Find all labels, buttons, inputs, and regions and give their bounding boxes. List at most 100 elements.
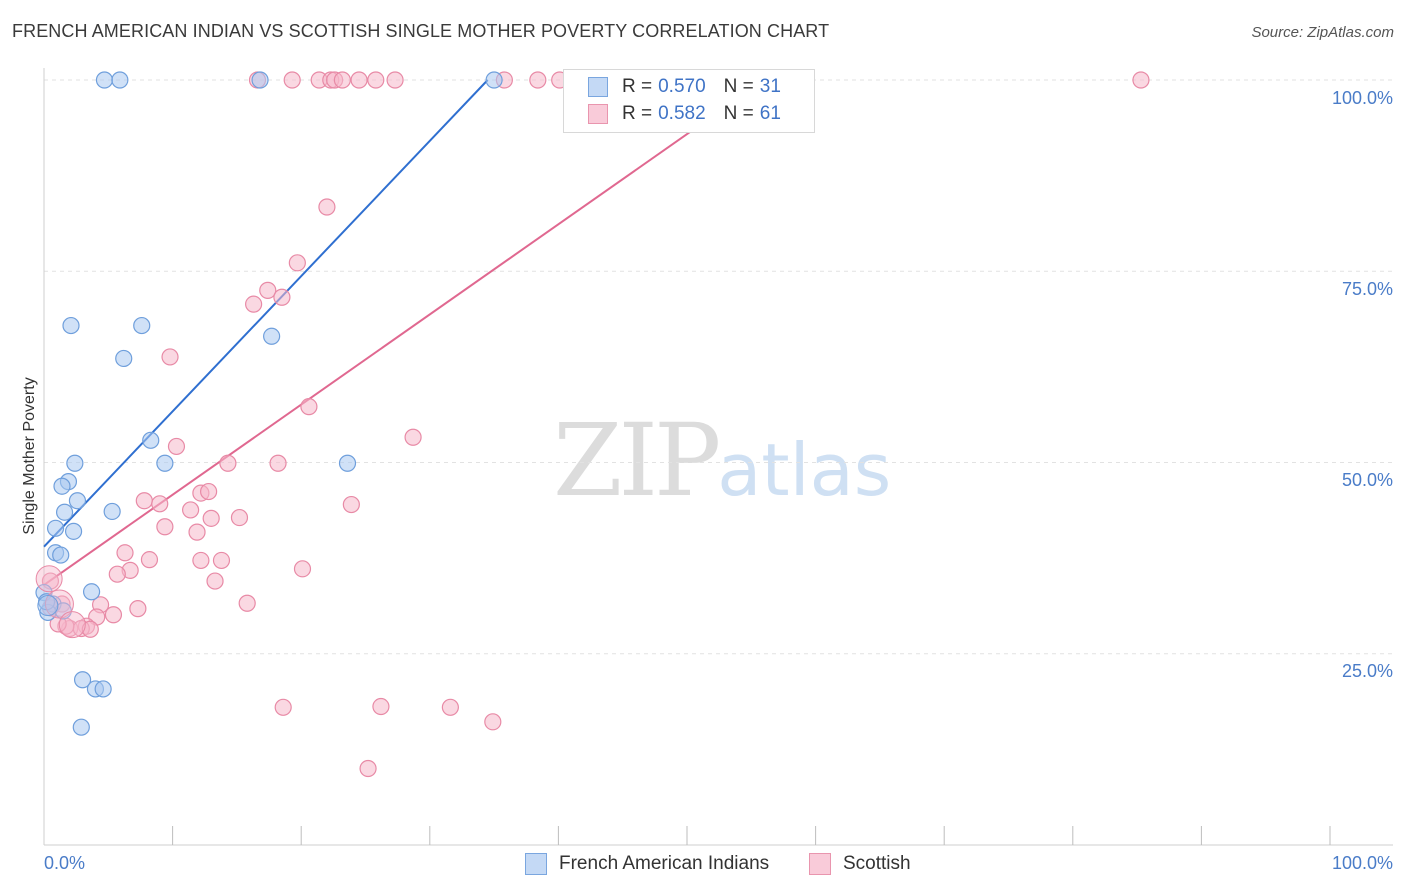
point-french-american-indians-20	[52, 546, 70, 564]
point-french-american-indians-11	[338, 454, 357, 472]
point-scottish-57	[441, 698, 459, 716]
bottom-legend-label-pink: Scottish	[843, 853, 911, 874]
trend-line-scottish	[43, 79, 765, 586]
point-french-american-indians-9	[66, 454, 84, 472]
point-cluster-2	[58, 611, 86, 639]
gridlines	[44, 79, 1393, 655]
point-french-american-indians-3	[485, 71, 503, 89]
point-scottish-38	[293, 560, 312, 578]
point-scottish-41	[206, 572, 224, 590]
point-french-american-indians-18	[64, 522, 83, 540]
point-scottish-40	[108, 565, 126, 583]
point-french-american-indians-7	[115, 349, 133, 368]
legend-n-value: 31	[759, 76, 781, 97]
chart-title: FRENCH AMERICAN INDIAN VS SCOTTISH SINGL…	[12, 21, 830, 41]
legend-r-value: 0.570	[658, 76, 706, 97]
point-scottish-29	[182, 501, 200, 519]
point-scottish-30	[202, 509, 220, 527]
point-scottish-5	[333, 71, 351, 89]
y-axis-label: Single Mother Poverty	[21, 377, 38, 534]
point-scottish-23	[269, 454, 287, 472]
point-scottish-13	[318, 198, 336, 216]
bottom-legend-swatch-blue	[525, 853, 547, 875]
point-french-american-indians-13	[53, 477, 71, 495]
point-scottish-53	[81, 620, 99, 638]
point-scottish-15	[259, 281, 277, 299]
point-scottish-1	[283, 71, 301, 89]
point-scottish-55	[274, 698, 292, 716]
legend-n-label: N =	[723, 103, 754, 124]
correlation-legend: R = 0.570 N = 31 R = 0.582 N = 61	[563, 69, 815, 133]
point-scottish-56	[372, 697, 390, 716]
legend-r-label: R =	[622, 103, 653, 124]
point-french-american-indians-16	[103, 502, 121, 521]
point-scottish-16	[273, 288, 291, 306]
point-scottish-34	[116, 544, 134, 562]
watermark: ZIPatlas	[553, 402, 891, 519]
point-scottish-8	[386, 71, 404, 89]
x-tick-label-start: 0.0%	[44, 853, 85, 873]
point-french-american-indians-15	[55, 503, 74, 521]
legend-n-value: 61	[759, 103, 781, 124]
point-scottish-36	[192, 551, 210, 570]
point-scottish-10	[529, 71, 547, 89]
point-scottish-31	[230, 508, 249, 527]
y-tick-label-100: 100.0%	[1332, 88, 1393, 108]
bottom-legend-scottish: Scottish	[809, 851, 911, 877]
point-scottish-14	[288, 254, 306, 272]
point-french-american-indians-21	[82, 583, 101, 601]
point-scottish-7	[367, 71, 385, 89]
legend-r-value: 0.582	[658, 103, 706, 124]
point-french-american-indians-6	[263, 327, 281, 345]
point-scottish-19	[300, 398, 318, 416]
point-french-american-indians-2	[251, 71, 269, 89]
legend-row-french-american-indians: R = 0.570 N = 31	[588, 75, 781, 99]
point-scottish-18	[161, 348, 179, 366]
point-french-american-indians-14	[68, 492, 87, 510]
y-tick-label-25: 25.0%	[1342, 661, 1393, 681]
point-scottish-12	[1132, 71, 1150, 89]
legend-row-scottish: R = 0.582 N = 61	[588, 102, 781, 126]
legend-swatch-blue	[588, 77, 608, 97]
point-french-american-indians-0	[95, 71, 114, 89]
point-scottish-25	[200, 482, 218, 501]
legend-n-label: N =	[723, 76, 754, 97]
x-tick-label-end: 100.0%	[1332, 853, 1393, 873]
point-scottish-33	[188, 523, 206, 541]
point-french-american-indians-17	[46, 519, 65, 537]
point-french-american-indians-28	[72, 718, 90, 736]
point-scottish-43	[238, 594, 256, 612]
source-credit: Source: ZipAtlas.com	[1251, 24, 1394, 41]
point-cluster-3	[37, 595, 59, 617]
point-scottish-27	[151, 495, 169, 513]
point-french-american-indians-1	[111, 71, 129, 89]
trend-lines	[43, 79, 765, 586]
point-french-american-indians-8	[142, 431, 160, 449]
legend-swatch-pink	[588, 104, 608, 124]
bottom-legend-swatch-pink	[809, 853, 831, 875]
point-scottish-17	[245, 295, 263, 313]
y-tick-label-50: 50.0%	[1342, 470, 1393, 490]
point-scottish-20	[404, 428, 422, 446]
data-points	[35, 71, 1150, 778]
point-french-american-indians-10	[156, 454, 174, 472]
bottom-legend-french-american-indians: French American Indians	[525, 851, 769, 877]
point-french-american-indians-4	[62, 316, 80, 335]
point-scottish-59	[359, 759, 377, 778]
point-scottish-45	[129, 600, 147, 618]
point-french-american-indians-25	[73, 671, 92, 689]
point-french-american-indians-27	[94, 680, 112, 698]
y-tick-label-75: 75.0%	[1342, 279, 1393, 299]
trend-line-french-american-indians	[43, 79, 489, 548]
watermark-atlas: atlas	[717, 428, 892, 512]
point-french-american-indians-5	[133, 316, 151, 335]
bottom-legend-label-blue: French American Indians	[559, 853, 770, 874]
point-scottish-28	[342, 495, 360, 514]
point-scottish-35	[140, 551, 159, 569]
point-scottish-6	[350, 71, 368, 89]
watermark-zip: ZIP	[553, 402, 721, 519]
axes	[43, 68, 1393, 846]
point-scottish-58	[484, 713, 502, 731]
point-cluster-0	[35, 565, 63, 593]
